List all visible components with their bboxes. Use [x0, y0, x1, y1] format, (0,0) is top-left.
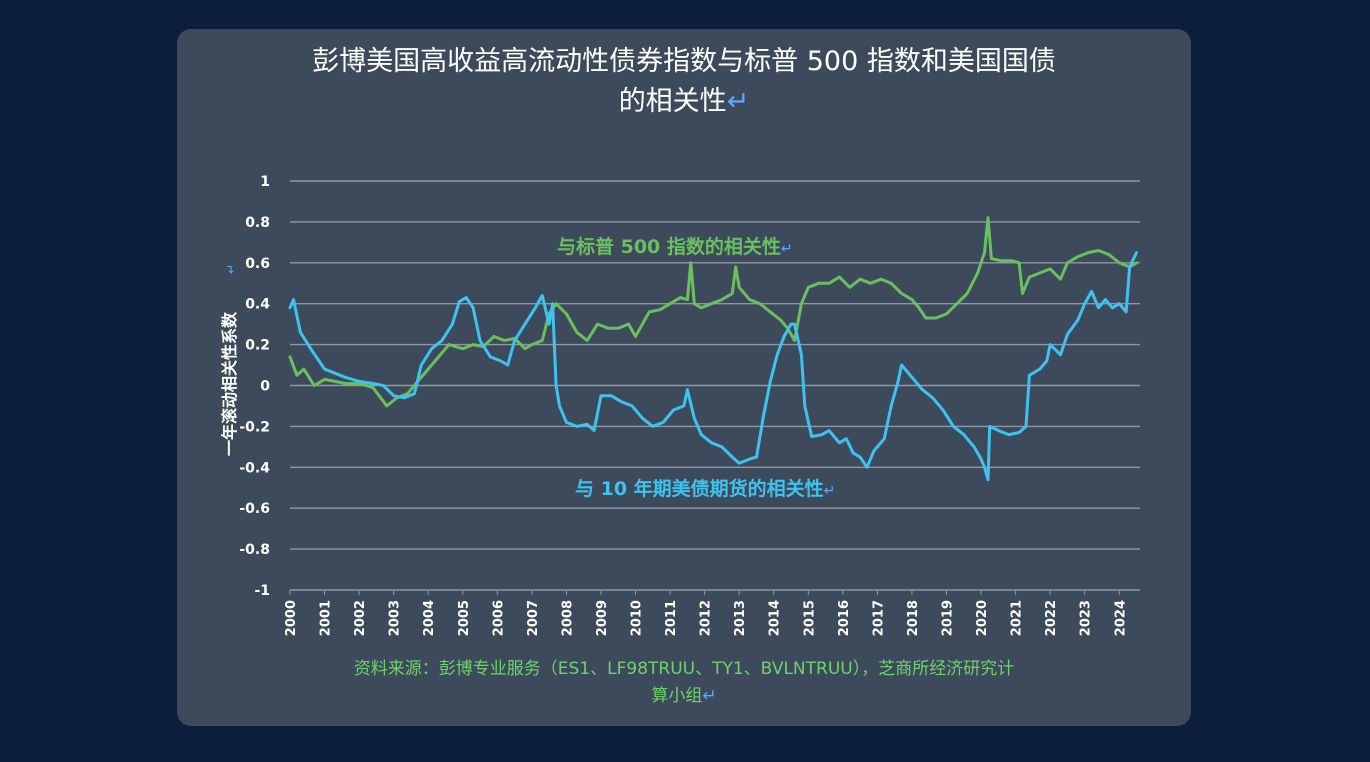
correlation-line-chart: 10.80.60.40.20-0.2-0.4-0.6-0.8-1 2000 200…	[220, 174, 1140, 636]
y-tick-label: -0.8	[239, 542, 270, 558]
x-tick-label: 2022	[1044, 600, 1059, 636]
x-tick-label: 2004	[422, 600, 437, 636]
sp500-series-annotation: 与标普 500 指数的相关性↵	[557, 235, 793, 258]
chart-title-text-2: 的相关性	[618, 86, 727, 117]
source-text-1: 资料来源：彭博专业服务（ES1、LF98TRUU、TY1、BVLNTRUU），芝…	[353, 659, 1015, 679]
x-tick-label: 2018	[906, 600, 921, 636]
x-tick-label: 2005	[457, 600, 472, 636]
y-axis-label: 一年滚动相关性系数	[220, 311, 239, 456]
treasury-series-annotation: 与 10 年期美债期货的相关性↵	[575, 477, 835, 500]
x-tick-label: 2001	[319, 600, 334, 636]
y-tick-label: 0.2	[245, 338, 270, 354]
y-tick-label: 0	[260, 379, 270, 395]
chart-title-text-1: 彭博美国高收益高流动性债券指数与标普 500 指数和美国国债	[312, 46, 1056, 77]
paragraph-mark-icon: ↵	[781, 241, 793, 257]
series-annotations: 与标普 500 指数的相关性↵ 与 10 年期美债期货的相关性↵	[557, 235, 835, 500]
source-text-2: 算小组	[651, 686, 703, 706]
y-tick-label: -0.6	[239, 501, 270, 517]
x-tick-label: 2020	[975, 600, 990, 636]
x-tick-label: 2016	[837, 600, 852, 636]
source-line-2: 算小组↵	[177, 683, 1191, 709]
paragraph-mark-icon: ↵	[702, 686, 717, 706]
x-tick-label: 2017	[871, 600, 886, 636]
x-tick-label: 2014	[768, 600, 783, 636]
x-tick-label: 2015	[802, 600, 817, 636]
x-tick-label: 2019	[941, 600, 956, 636]
x-tick-label: 2023	[1079, 600, 1094, 636]
x-tick-label: 2008	[560, 600, 575, 636]
x-tick-label: 2013	[733, 600, 748, 636]
paragraph-mark-icon: ↵	[726, 86, 750, 117]
x-tick-label: 2003	[388, 600, 403, 636]
x-tick-label: 2010	[630, 600, 645, 636]
paragraph-mark-icon: ↵	[824, 483, 836, 499]
chart-panel: 彭博美国高收益高流动性债券指数与标普 500 指数和美国国债 的相关性↵ 1 0.…	[177, 29, 1191, 726]
y-tick-label: 0.8	[245, 215, 270, 231]
series-line-sp500	[288, 216, 1138, 408]
x-tick-label: 2009	[595, 600, 610, 636]
source-line-1: 资料来源：彭博专业服务（ES1、LF98TRUU、TY1、BVLNTRUU），芝…	[177, 656, 1191, 682]
x-tick-label: 2012	[699, 600, 714, 636]
x-tick-label: 2021	[1010, 600, 1025, 636]
series-line-treasury	[288, 251, 1138, 482]
y-tick-label: -0.4	[239, 460, 270, 476]
x-tick-label: 2011	[664, 600, 679, 636]
series-lines	[288, 216, 1138, 482]
chart-title-line-2: 的相关性↵	[177, 85, 1191, 119]
x-axis-ticks: 2000 2001 2002 2003 2004 2005 2006 2007 2008 2009…	[284, 590, 1128, 636]
y-axis-ticks: 1 0.8 0.6 0.4 0.2 0 -0.2 -0.4 -0.6 -0.8 -1	[239, 174, 270, 599]
y-tick-label: 0.4	[245, 297, 270, 313]
x-tick-label: 2024	[1113, 600, 1128, 636]
y-tick-label: -0.2	[239, 419, 270, 435]
x-tick-label: 2000	[284, 600, 299, 636]
chart-title-line-1: 彭博美国高收益高流动性债券指数与标普 500 指数和美国国债	[177, 45, 1191, 79]
x-tick-label: 2006	[491, 600, 506, 636]
y-tick-label: -1	[254, 583, 270, 599]
x-tick-label: 2002	[353, 600, 368, 636]
x-tick-label: 2007	[526, 600, 541, 636]
y-tick-label: 1	[260, 174, 270, 190]
y-tick-label: 0.6	[245, 256, 270, 272]
y-axis-label-mark: ↵	[224, 264, 238, 274]
